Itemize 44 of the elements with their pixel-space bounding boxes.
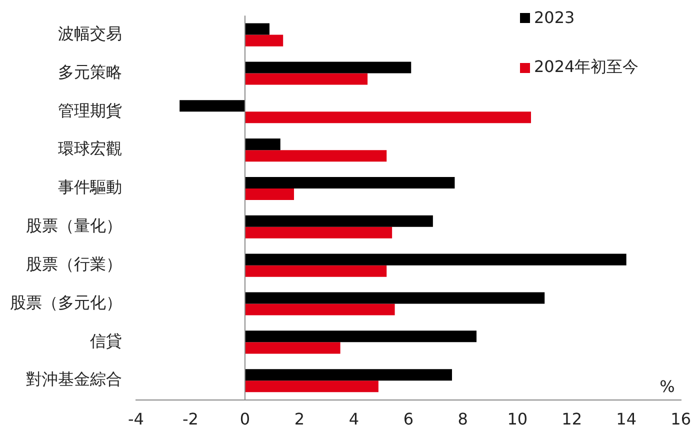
x-tick-label: 16: [670, 410, 691, 429]
bar: [244, 304, 395, 316]
bar: [244, 292, 545, 304]
bar: [244, 369, 452, 381]
y-tick-label: 管理期貨: [58, 100, 122, 120]
x-axis-title: %: [660, 376, 675, 396]
bar: [180, 100, 245, 112]
x-tick-label: 4: [348, 410, 360, 429]
y-tick-label: 環球宏觀: [58, 139, 122, 158]
legend-label: 2023: [534, 8, 575, 27]
y-tick-label: 股票（量化）: [26, 216, 122, 236]
bar: [244, 342, 340, 354]
bar: [244, 380, 378, 392]
y-tick-label: 多元策略: [58, 62, 122, 82]
y-tick-label: 對沖基金綜合: [26, 370, 122, 389]
bar: [244, 73, 368, 85]
x-tick-label: 0: [240, 410, 250, 429]
legend-label: 2024年初至今: [534, 57, 639, 78]
bar: [244, 112, 531, 124]
x-tick-label: 12: [562, 410, 582, 429]
bar: [244, 138, 280, 150]
bar: [244, 254, 626, 266]
x-tick-label: 6: [403, 410, 414, 429]
x-tick-label: 14: [616, 410, 637, 429]
bar: [244, 34, 284, 46]
y-tick-label: 信貸: [90, 331, 122, 350]
bar: [244, 330, 477, 342]
x-tick-label: -4: [128, 410, 144, 429]
bar: [244, 215, 433, 227]
bar: [244, 226, 392, 238]
bar: [244, 176, 455, 188]
x-tick-label: 10: [507, 410, 528, 429]
bar: [244, 62, 412, 74]
bar: [244, 265, 387, 277]
bar: [244, 23, 270, 35]
y-tick-label: 事件驅動: [58, 178, 122, 197]
bar: [244, 188, 294, 200]
x-tick-label: -2: [182, 410, 198, 429]
bar: [244, 150, 387, 162]
y-tick-label: 股票（行業）: [26, 254, 122, 274]
y-tick-label: 股票（多元化）: [10, 292, 122, 312]
y-tick-label: 波幅交易: [58, 24, 122, 43]
x-tick-label: 8: [458, 410, 468, 429]
x-tick-label: 2: [294, 410, 305, 429]
